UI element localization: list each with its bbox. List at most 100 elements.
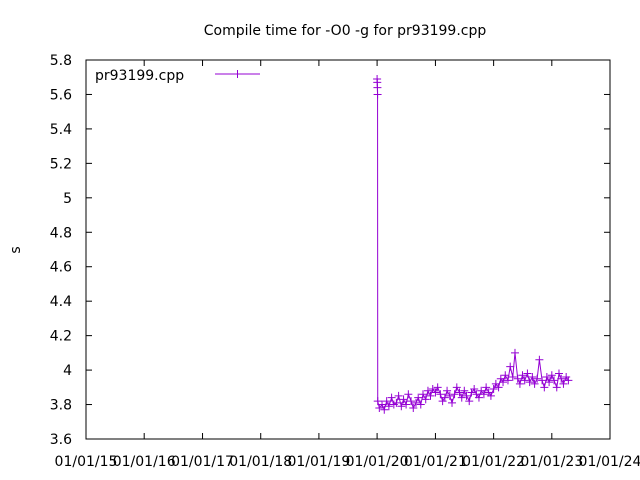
data-point bbox=[407, 397, 416, 406]
data-point bbox=[523, 369, 532, 378]
y-axis-label: s bbox=[8, 246, 24, 253]
data-point bbox=[520, 376, 529, 385]
data-point bbox=[373, 90, 382, 99]
data-point bbox=[448, 398, 457, 407]
data-point bbox=[438, 397, 447, 406]
data-point bbox=[416, 400, 425, 409]
data-point bbox=[550, 376, 559, 385]
y-tick-label: 5.4 bbox=[50, 122, 72, 138]
data-point bbox=[457, 393, 466, 402]
data-point bbox=[494, 383, 503, 392]
data-point bbox=[414, 393, 423, 402]
y-tick-label: 5.2 bbox=[50, 156, 72, 172]
data-point bbox=[559, 379, 568, 388]
data-point bbox=[399, 395, 408, 404]
data-point bbox=[409, 403, 418, 412]
data-point bbox=[384, 402, 393, 411]
data-point bbox=[452, 383, 461, 392]
x-tick-label: 01/01/21 bbox=[404, 454, 467, 470]
data-point bbox=[387, 393, 396, 402]
data-point bbox=[545, 378, 554, 387]
data-point bbox=[557, 374, 566, 383]
y-tick-label: 3.8 bbox=[50, 398, 72, 414]
y-tick-label: 4.2 bbox=[50, 329, 72, 345]
y-axis-ticks: 3.6 3.8 4 4.2 4.4 4.6 4.8 5 5.2 5.4 5.6 5.8 bbox=[50, 53, 610, 448]
x-tick-label: 01/01/17 bbox=[171, 454, 234, 470]
y-tick-label: 4.6 bbox=[50, 260, 72, 276]
data-point bbox=[547, 371, 556, 380]
legend-marker bbox=[233, 70, 242, 78]
data-point bbox=[373, 83, 382, 92]
data-point bbox=[501, 371, 510, 380]
data-point bbox=[402, 400, 411, 409]
plot-border bbox=[85, 59, 611, 440]
x-tick-label: 01/01/22 bbox=[462, 454, 525, 470]
data-point bbox=[528, 372, 537, 381]
data-point bbox=[419, 390, 428, 399]
data-point bbox=[482, 383, 491, 392]
x-tick-label: 01/01/18 bbox=[229, 454, 292, 470]
data-point bbox=[382, 397, 391, 406]
data-point bbox=[378, 400, 387, 409]
data-point bbox=[460, 386, 469, 395]
data-point bbox=[486, 391, 495, 400]
data-point bbox=[562, 372, 571, 381]
data-point bbox=[508, 372, 517, 381]
data-point bbox=[503, 376, 512, 385]
data-point bbox=[433, 383, 442, 392]
data-point bbox=[426, 391, 435, 400]
data-point bbox=[510, 348, 519, 357]
data-point bbox=[436, 390, 445, 399]
data-point bbox=[538, 376, 547, 385]
data-point bbox=[465, 397, 474, 406]
x-tick-label: 01/01/16 bbox=[113, 454, 176, 470]
chart-title: Compile time for -O0 -g for pr93199.cpp bbox=[204, 23, 487, 39]
data-point bbox=[397, 402, 406, 411]
y-tick-label: 4.8 bbox=[50, 225, 72, 241]
data-point bbox=[421, 395, 430, 404]
data-point bbox=[455, 388, 464, 397]
data-point bbox=[542, 372, 551, 381]
data-point bbox=[564, 376, 573, 385]
data-point bbox=[515, 379, 524, 388]
data-point bbox=[518, 371, 527, 380]
y-tick-label: 4.4 bbox=[50, 294, 72, 310]
data-point bbox=[479, 390, 488, 399]
data-point bbox=[506, 362, 515, 371]
data-point bbox=[462, 391, 471, 400]
data-point bbox=[530, 379, 539, 388]
y-tick-label: 5.8 bbox=[50, 53, 72, 69]
x-axis-ticks: 01/01/1501/01/1601/01/1701/01/1801/01/19… bbox=[55, 60, 640, 470]
data-point bbox=[440, 393, 449, 402]
data-point bbox=[540, 383, 549, 392]
legend-label: pr93199.cpp bbox=[95, 68, 184, 84]
x-tick-label: 01/01/23 bbox=[520, 454, 583, 470]
x-tick-label: 01/01/20 bbox=[346, 454, 409, 470]
data-point bbox=[489, 385, 498, 394]
data-point bbox=[380, 405, 389, 414]
data-point bbox=[404, 390, 413, 399]
data-point bbox=[373, 397, 382, 406]
data-point bbox=[443, 386, 452, 395]
data-point bbox=[554, 369, 563, 378]
data-point bbox=[392, 398, 401, 407]
data-point bbox=[423, 386, 432, 395]
x-tick-label: 01/01/15 bbox=[55, 454, 118, 470]
data-point bbox=[513, 374, 522, 383]
y-tick-label: 4 bbox=[63, 363, 72, 379]
data-series bbox=[373, 74, 573, 414]
data-point bbox=[533, 374, 542, 383]
y-tick-label: 5.6 bbox=[50, 87, 72, 103]
x-tick-label: 01/01/24 bbox=[579, 454, 640, 470]
data-point bbox=[474, 393, 483, 402]
data-point bbox=[394, 391, 403, 400]
x-tick-label: 01/01/19 bbox=[287, 454, 350, 470]
data-point bbox=[411, 398, 420, 407]
data-point bbox=[470, 385, 479, 394]
y-tick-label: 3.6 bbox=[50, 432, 72, 448]
data-point bbox=[535, 355, 544, 364]
data-point bbox=[499, 378, 508, 387]
data-point bbox=[431, 388, 440, 397]
data-point bbox=[450, 390, 459, 399]
